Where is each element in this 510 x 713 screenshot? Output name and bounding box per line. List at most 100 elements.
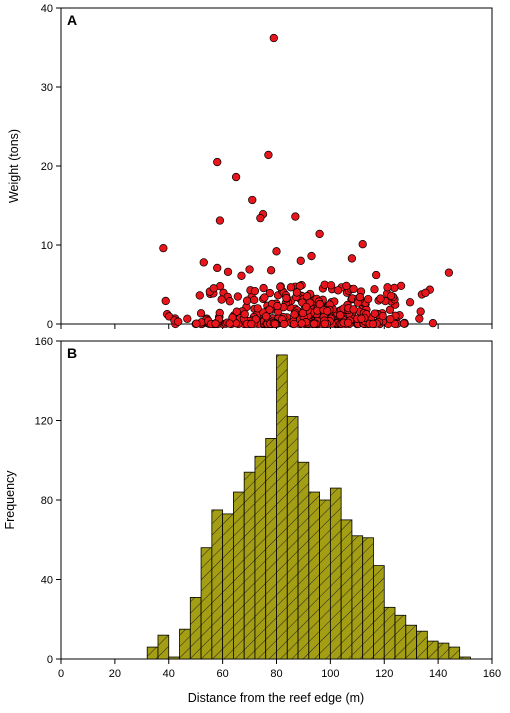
scatter-point bbox=[292, 288, 302, 297]
panel-a-ylabel: Weight (tons) bbox=[7, 129, 21, 203]
panel-b-histogram: B Frequency Distance from the reef edge … bbox=[3, 336, 501, 705]
scatter-point bbox=[386, 291, 396, 301]
panel-a-letter: A bbox=[67, 12, 77, 28]
scatter-point bbox=[421, 288, 430, 297]
panel-a-yticks: 0 10 20 30 40 bbox=[41, 3, 493, 331]
scatter-point bbox=[256, 213, 265, 223]
scatter-point bbox=[225, 297, 234, 306]
scatter-point bbox=[428, 319, 438, 328]
scatter-point bbox=[444, 268, 454, 277]
scatter-point bbox=[326, 281, 336, 290]
panel-a-ytick-label: 20 bbox=[41, 161, 53, 173]
scatter-point bbox=[245, 265, 254, 274]
scatter-point bbox=[416, 307, 425, 316]
panel-b-bars bbox=[146, 354, 471, 660]
panel-b-xtick-label: 0 bbox=[58, 668, 64, 680]
panel-b-ytick-label: 160 bbox=[35, 336, 53, 348]
scatter-point bbox=[320, 319, 329, 328]
scatter-point bbox=[240, 310, 249, 319]
panel-a-ytick-label: 30 bbox=[41, 82, 53, 94]
scatter-point bbox=[264, 150, 273, 160]
histogram-bar bbox=[416, 630, 428, 660]
histogram-bar bbox=[437, 642, 450, 660]
histogram-bar bbox=[383, 606, 396, 660]
histogram-bar bbox=[222, 513, 234, 660]
scatter-point bbox=[183, 314, 192, 323]
scatter-point bbox=[309, 319, 319, 328]
scatter-point bbox=[378, 311, 387, 321]
histogram-bar bbox=[394, 614, 407, 660]
scatter-point bbox=[209, 284, 218, 293]
histogram-bar bbox=[362, 537, 374, 660]
scatter-point bbox=[223, 267, 233, 277]
histogram-bar bbox=[286, 416, 299, 660]
scatter-point bbox=[280, 319, 289, 329]
scatter-point bbox=[161, 296, 170, 306]
scatter-point bbox=[272, 247, 281, 256]
panel-a-scatter: A Weight (tons) 0 10 20 30 40 bbox=[7, 3, 493, 331]
scatter-point bbox=[290, 310, 299, 319]
scatter-point bbox=[213, 263, 222, 273]
histogram-bar bbox=[405, 624, 417, 660]
scatter-point bbox=[260, 293, 269, 302]
histogram-bar bbox=[254, 455, 267, 660]
scatter-point bbox=[196, 309, 206, 318]
histogram-bar bbox=[157, 634, 170, 660]
histogram-bar bbox=[168, 656, 180, 660]
histogram-bar bbox=[211, 509, 224, 660]
histogram-bar bbox=[200, 547, 213, 660]
panel-b-xtick-label: 120 bbox=[375, 668, 393, 680]
histogram-bar bbox=[351, 535, 364, 660]
scatter-point bbox=[174, 317, 183, 326]
histogram-bar bbox=[319, 499, 331, 660]
scatter-point bbox=[307, 251, 316, 261]
scatter-point bbox=[390, 283, 399, 293]
scatter-point bbox=[347, 254, 357, 263]
scatter-point bbox=[302, 302, 311, 312]
histogram-bar bbox=[146, 646, 159, 660]
scatter-point bbox=[276, 282, 285, 291]
histogram-bar bbox=[329, 487, 342, 660]
scatter-point bbox=[242, 296, 252, 305]
scatter-point bbox=[270, 319, 280, 329]
scatter-point bbox=[390, 319, 400, 329]
scatter-point bbox=[370, 309, 379, 318]
scatter-point bbox=[358, 240, 367, 249]
scatter-point bbox=[192, 319, 201, 328]
panel-b-ytick-label: 40 bbox=[41, 575, 53, 587]
scatter-point bbox=[286, 283, 296, 292]
scatter-point bbox=[253, 304, 262, 313]
scatter-point bbox=[266, 266, 276, 275]
histogram-bar bbox=[373, 565, 385, 660]
scatter-point bbox=[250, 286, 260, 296]
scatter-point bbox=[296, 256, 305, 265]
scatter-point bbox=[383, 283, 392, 292]
scatter-point bbox=[159, 244, 168, 253]
scatter-point bbox=[265, 288, 275, 298]
panel-a-ytick-label: 0 bbox=[47, 319, 53, 331]
panel-b-ytick-label: 0 bbox=[47, 654, 53, 666]
panel-b-xtick-label: 100 bbox=[321, 668, 339, 680]
histogram-bar bbox=[232, 491, 245, 660]
panel-b-xtick-label: 160 bbox=[483, 668, 501, 680]
panel-a-ytick-label: 40 bbox=[41, 3, 53, 15]
scatter-point bbox=[349, 305, 358, 314]
scatter-point bbox=[248, 195, 257, 205]
scatter-point bbox=[265, 305, 274, 314]
histogram-bar bbox=[459, 656, 471, 660]
scatter-point bbox=[297, 319, 306, 328]
scatter-point bbox=[199, 258, 208, 267]
scatter-point bbox=[333, 286, 343, 295]
scatter-point bbox=[372, 270, 381, 280]
scatter-point bbox=[386, 314, 395, 324]
scatter-point bbox=[195, 291, 204, 300]
scatter-point bbox=[315, 229, 324, 239]
scatter-point bbox=[291, 212, 300, 221]
scatter-point bbox=[231, 172, 241, 182]
scatter-point bbox=[315, 299, 324, 309]
histogram-bar bbox=[189, 596, 202, 660]
panel-b-xtick-label: 20 bbox=[109, 668, 121, 680]
panel-b-ytick-label: 120 bbox=[35, 416, 53, 428]
panel-a-ytick-label: 10 bbox=[41, 240, 53, 252]
